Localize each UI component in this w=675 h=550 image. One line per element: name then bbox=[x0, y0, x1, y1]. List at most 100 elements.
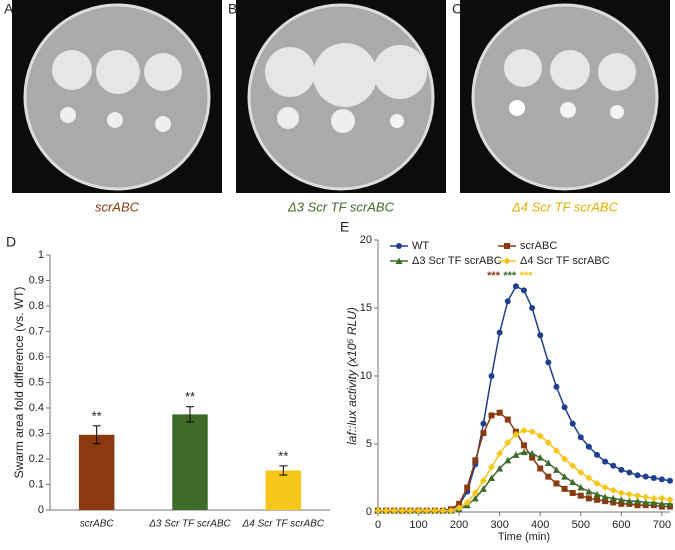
y-tick-label: 0 bbox=[366, 506, 372, 518]
x-tick-label: 200 bbox=[450, 519, 468, 531]
marker bbox=[423, 507, 431, 515]
marker bbox=[594, 496, 600, 503]
colony bbox=[331, 109, 355, 133]
colony bbox=[509, 100, 525, 116]
marker bbox=[520, 426, 528, 434]
marker bbox=[521, 287, 527, 294]
legend-label: WT bbox=[412, 240, 429, 252]
x-tick-label: Δ4 Scr TF scrABC bbox=[242, 519, 325, 530]
colony bbox=[155, 116, 171, 132]
colony bbox=[265, 47, 315, 97]
marker bbox=[545, 359, 552, 366]
marker bbox=[537, 332, 544, 339]
marker bbox=[395, 257, 403, 264]
bar bbox=[265, 470, 302, 510]
marker bbox=[625, 497, 633, 505]
marker bbox=[520, 448, 528, 456]
legend-label: Δ4 Scr TF scrABC bbox=[520, 255, 610, 267]
y-tick-label: 0.2 bbox=[29, 453, 44, 465]
x-tick-label: 500 bbox=[572, 519, 590, 531]
marker bbox=[528, 428, 536, 436]
marker bbox=[456, 500, 463, 507]
marker bbox=[553, 480, 560, 487]
y-tick-label: 0.4 bbox=[29, 402, 44, 414]
annotation: ** bbox=[92, 408, 102, 423]
y-tick-label: 10 bbox=[360, 370, 372, 382]
plate-a bbox=[12, 0, 222, 193]
panel-label: E bbox=[340, 219, 349, 235]
series-line bbox=[378, 451, 670, 512]
panel-label: B bbox=[228, 1, 237, 17]
colony bbox=[144, 53, 182, 91]
marker bbox=[496, 450, 504, 458]
marker bbox=[602, 458, 609, 465]
panel-label: D bbox=[6, 234, 16, 250]
marker bbox=[455, 504, 463, 512]
marker bbox=[585, 443, 592, 450]
x-tick-label: 100 bbox=[409, 519, 427, 531]
marker bbox=[658, 476, 665, 483]
marker bbox=[479, 485, 487, 492]
marker bbox=[512, 430, 520, 438]
marker bbox=[609, 494, 617, 502]
marker bbox=[471, 489, 479, 497]
plate-b bbox=[236, 0, 446, 193]
marker bbox=[504, 243, 510, 249]
marker bbox=[479, 477, 487, 485]
panel-label: A bbox=[4, 1, 14, 17]
bar bbox=[172, 414, 208, 510]
marker bbox=[545, 473, 552, 480]
y-tick-label: 0.1 bbox=[29, 478, 44, 490]
marker bbox=[382, 507, 390, 515]
marker bbox=[390, 507, 398, 515]
marker bbox=[431, 507, 439, 515]
marker bbox=[602, 498, 609, 505]
marker bbox=[593, 479, 601, 487]
marker bbox=[529, 454, 536, 461]
marker bbox=[561, 473, 569, 480]
marker bbox=[593, 490, 601, 498]
colony bbox=[504, 49, 542, 87]
marker bbox=[488, 463, 496, 471]
marker bbox=[471, 494, 479, 502]
marker bbox=[561, 404, 568, 411]
marker bbox=[374, 507, 382, 515]
legend-label: scrABC bbox=[520, 240, 557, 252]
colony bbox=[598, 53, 636, 91]
marker bbox=[626, 469, 633, 476]
marker bbox=[666, 500, 674, 507]
marker bbox=[528, 450, 536, 457]
annotation: ** bbox=[185, 389, 195, 404]
marker bbox=[504, 439, 512, 447]
colony bbox=[107, 112, 123, 128]
dish bbox=[23, 3, 211, 191]
marker bbox=[569, 462, 577, 470]
marker bbox=[447, 507, 455, 515]
marker bbox=[634, 492, 642, 500]
marker bbox=[617, 496, 625, 503]
x-tick-label: 300 bbox=[490, 519, 508, 531]
marker bbox=[552, 447, 560, 455]
annotation: ** bbox=[278, 448, 288, 463]
marker bbox=[552, 466, 560, 473]
y-axis-label: Swarm area fold difference (vs. WT) bbox=[12, 287, 26, 479]
marker bbox=[396, 243, 402, 249]
y-tick-label: 15 bbox=[360, 302, 372, 314]
series-line bbox=[378, 285, 671, 512]
x-tick-label: 0 bbox=[375, 519, 381, 531]
marker bbox=[601, 484, 609, 492]
marker bbox=[472, 457, 479, 464]
marker bbox=[610, 462, 617, 469]
y-tick-label: 0.7 bbox=[29, 325, 44, 337]
caption: scrABC bbox=[95, 199, 140, 214]
marker bbox=[634, 502, 641, 509]
colony bbox=[560, 102, 576, 118]
marker bbox=[594, 451, 600, 458]
annotation: *** bbox=[503, 270, 517, 282]
y-tick-label: 0.5 bbox=[29, 376, 44, 388]
y-axis-label: laf::lux activity (x10⁵ RLU) bbox=[345, 307, 359, 445]
marker bbox=[488, 474, 496, 481]
colony bbox=[277, 107, 299, 129]
